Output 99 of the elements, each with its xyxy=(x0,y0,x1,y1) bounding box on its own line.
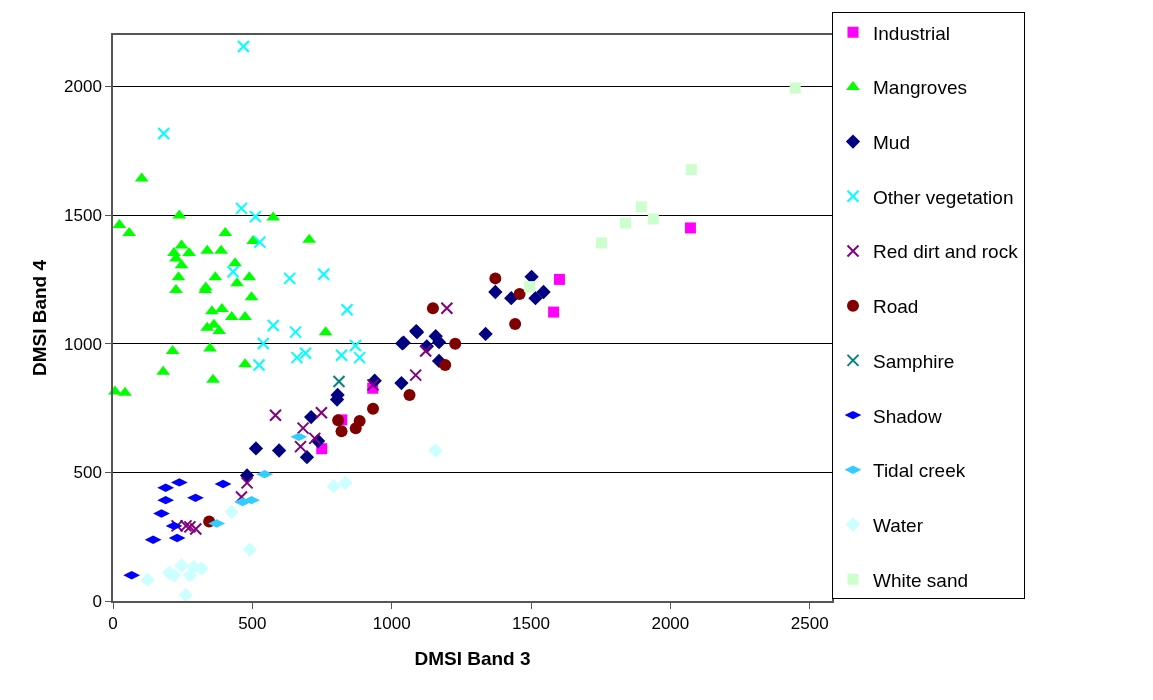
legend-label: Mud xyxy=(873,132,910,154)
point xyxy=(409,368,423,382)
x-tick-label: 2000 xyxy=(651,614,690,634)
point xyxy=(449,337,462,350)
point xyxy=(335,425,348,438)
point xyxy=(203,342,217,352)
point xyxy=(228,257,242,267)
legend-label: Water xyxy=(873,514,924,536)
x-tick-label: 1000 xyxy=(372,614,411,634)
point xyxy=(308,431,322,445)
point xyxy=(252,358,266,372)
point xyxy=(332,375,346,389)
legend-label: Other vegetation xyxy=(873,186,1014,208)
point xyxy=(553,273,565,285)
point xyxy=(299,450,315,465)
legend-label: Red dirt and rock xyxy=(873,241,1019,263)
point xyxy=(353,351,367,365)
legend-label: Mangroves xyxy=(873,77,967,99)
point xyxy=(366,378,380,392)
x-tick-label: 2500 xyxy=(790,614,829,634)
point xyxy=(248,210,262,224)
point xyxy=(174,558,189,573)
point xyxy=(240,476,254,490)
point xyxy=(509,317,522,330)
point xyxy=(178,587,193,603)
point xyxy=(206,373,220,383)
point xyxy=(536,284,551,300)
point xyxy=(226,265,240,279)
y-tick-label: 1000 xyxy=(64,334,102,354)
point xyxy=(394,375,409,391)
point xyxy=(332,414,345,427)
point xyxy=(685,164,697,176)
point xyxy=(478,326,493,342)
y-tick-label: 1500 xyxy=(64,206,102,226)
y-axis-title: DMSI Band 4 xyxy=(29,259,51,377)
point xyxy=(296,421,310,435)
point xyxy=(268,408,282,422)
point xyxy=(326,479,341,494)
point xyxy=(335,348,349,362)
point xyxy=(236,40,250,54)
point xyxy=(290,351,304,365)
legend-label: Industrial xyxy=(873,22,951,44)
point xyxy=(431,335,447,350)
point xyxy=(548,306,560,318)
point xyxy=(230,277,244,287)
point xyxy=(440,301,454,315)
point xyxy=(338,475,353,491)
point xyxy=(488,284,503,300)
x-axis-title: DMSI Band 3 xyxy=(414,648,531,670)
point xyxy=(367,402,380,415)
point xyxy=(242,542,257,557)
point xyxy=(489,272,502,285)
legend-label: White sand xyxy=(873,569,969,591)
point xyxy=(294,440,308,454)
point xyxy=(789,82,801,94)
x-tick-label: 500 xyxy=(238,614,267,634)
legend-label: Shadow xyxy=(873,405,942,427)
point xyxy=(248,441,264,456)
point xyxy=(596,237,608,249)
point xyxy=(419,344,433,358)
point xyxy=(348,339,362,353)
point xyxy=(403,388,416,401)
point xyxy=(140,572,155,587)
point xyxy=(635,201,647,213)
point xyxy=(283,271,297,285)
point xyxy=(340,303,354,317)
point xyxy=(289,325,303,339)
point xyxy=(256,336,270,350)
point xyxy=(439,359,452,372)
point xyxy=(524,281,536,293)
x-tick-label: 1500 xyxy=(512,614,550,634)
point xyxy=(205,305,219,315)
point xyxy=(271,443,287,458)
point xyxy=(428,443,443,458)
point xyxy=(299,346,313,360)
y-tick-label: 2000 xyxy=(64,77,102,97)
y-tick-label: 0 xyxy=(92,591,102,611)
point xyxy=(528,291,543,306)
point xyxy=(118,386,132,396)
point xyxy=(314,406,328,420)
point xyxy=(266,318,280,332)
point xyxy=(349,422,362,435)
point xyxy=(303,409,319,425)
legend-label: Tidal creek xyxy=(873,460,966,482)
point xyxy=(684,222,696,234)
point xyxy=(647,213,659,225)
y-tick-label: 500 xyxy=(73,463,102,483)
point xyxy=(253,235,267,249)
point xyxy=(426,302,439,315)
legend-label: Samphire xyxy=(873,350,955,372)
point xyxy=(620,217,631,229)
x-tick-label: 0 xyxy=(108,614,118,634)
point xyxy=(224,504,239,520)
point xyxy=(234,201,248,215)
legend-label: Road xyxy=(873,296,919,318)
point xyxy=(169,283,183,293)
point xyxy=(317,267,331,281)
point xyxy=(157,127,171,141)
point xyxy=(513,288,526,301)
